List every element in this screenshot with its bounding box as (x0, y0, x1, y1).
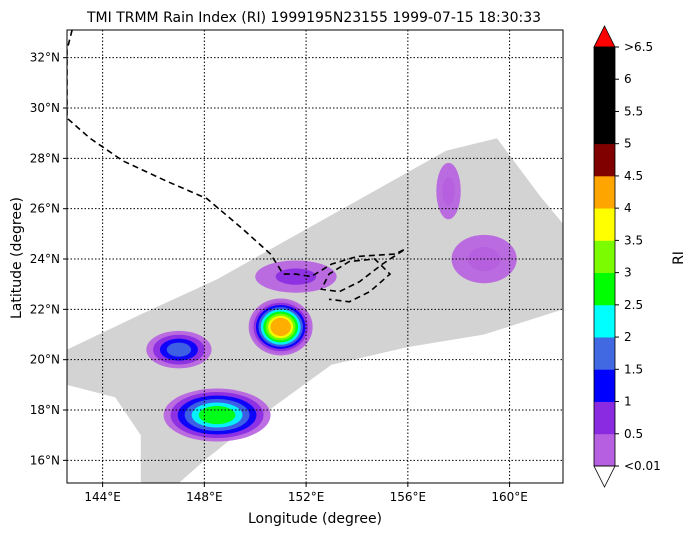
y-tick-label: 22°N (30, 302, 60, 316)
y-tick-label: 30°N (30, 101, 60, 115)
colorbar: <0.01 0.5 1 1.5 2 2.5 3 3.5 4 4.5 5 5.5 6 >6.5 (593, 25, 661, 488)
colorbar-tick-label: 2 (624, 330, 632, 344)
y-tick-label: 20°N (30, 353, 60, 367)
colorbar-tick-label: 6 (624, 72, 632, 86)
colorbar-tick-label: 4.5 (624, 169, 643, 183)
colorbar-segment (594, 433, 615, 467)
colorbar-segment (594, 272, 615, 306)
rain-level-band-west (166, 342, 192, 357)
colorbar-label: RI (671, 251, 687, 265)
colorbar-tick-label: 4 (624, 201, 632, 215)
y-axis-label: Latitude (degree) (9, 197, 25, 319)
x-axis-label: Longitude (degree) (248, 511, 382, 527)
y-tick-label: 28°N (30, 151, 60, 165)
colorbar-tick-label: <0.01 (624, 459, 661, 473)
colorbar-tick-label: >6.5 (624, 40, 653, 54)
rain-feature-outer-north (255, 260, 337, 293)
x-tick-label: 148°E (186, 490, 223, 504)
colorbar-segment (594, 47, 615, 80)
colorbar-segment (594, 304, 615, 338)
colorbar-segment (594, 401, 615, 435)
colorbar-frame (593, 46, 616, 467)
rain-feature-band-south (163, 388, 271, 442)
colorbar-tick-label: 3.5 (624, 233, 643, 247)
colorbar-tick-label: 2.5 (624, 298, 643, 312)
colorbar-under-arrow (593, 465, 616, 488)
colorbar-segment (594, 240, 615, 274)
x-tick-label: 160°E (491, 490, 528, 504)
colorbar-segment (594, 111, 615, 145)
x-tick-label: 144°E (84, 490, 121, 504)
colorbar-segment (594, 175, 615, 209)
y-tick-label: 24°N (30, 252, 60, 266)
colorbar-segment (594, 208, 615, 241)
colorbar-tick-label: 1.5 (624, 362, 643, 376)
colorbar-tick-label: 3 (624, 266, 632, 280)
colorbar-over-arrow (593, 25, 616, 48)
y-tick-label: 18°N (30, 403, 60, 417)
colorbar-segment (594, 369, 615, 402)
plot-frame (66, 29, 564, 484)
rain-level-outer-north (275, 268, 317, 285)
colorbar-tick-label: 1 (624, 395, 632, 409)
storm-track (67, 30, 406, 303)
x-tick-label: 152°E (288, 490, 325, 504)
colorbar-tick-label: 0.5 (624, 427, 643, 441)
y-tick-label: 26°N (30, 202, 60, 216)
axes: 144°E 148°E 152°E 156°E 160°E 16°N 18°N 20°N 22°… (30, 51, 528, 504)
rain-feature-northeast-cells (436, 162, 461, 220)
y-tick-label: 16°N (30, 453, 60, 467)
x-tick-label: 156°E (390, 490, 427, 504)
colorbar-segment (594, 337, 615, 370)
rain-level-northeast-cells (442, 176, 455, 206)
rain-level-core (270, 317, 291, 337)
colorbar-tick-label: 5 (624, 137, 632, 151)
plot-area (67, 30, 563, 483)
y-tick-label: 32°N (30, 51, 60, 65)
colorbar-tick-label: 5.5 (624, 104, 643, 118)
colorbar-segment (594, 79, 615, 112)
colorbar-segment (594, 143, 615, 177)
rain-feature-band-west (146, 330, 212, 369)
chart-title: TMI TRMM Rain Index (RI) 1999195N23155 1… (86, 10, 541, 26)
rain-feature-core (248, 298, 313, 356)
